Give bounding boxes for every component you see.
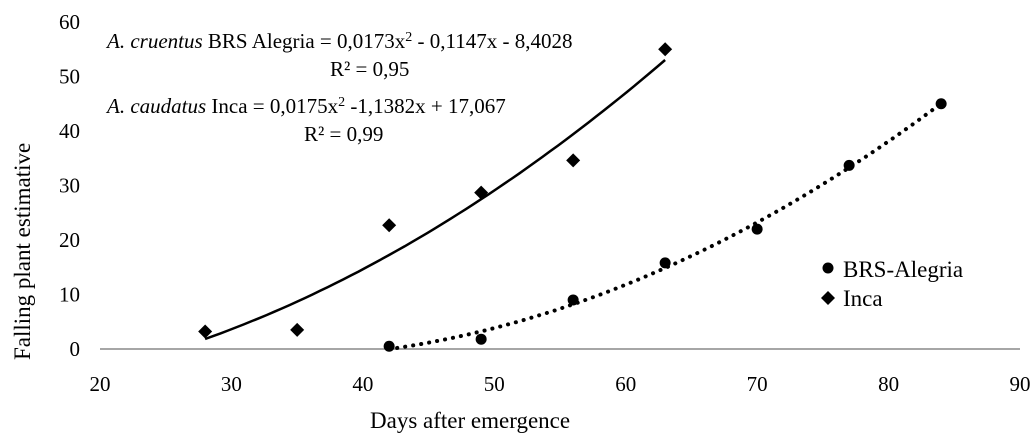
data-point-brs-alegria	[475, 333, 487, 345]
equation-species-caudatus: A. caudatus	[105, 94, 206, 118]
data-point-inca	[198, 324, 213, 339]
r-squared-inca: R² = 0,99	[304, 122, 383, 146]
y-tick-label: 60	[59, 10, 80, 34]
y-axis-label: Falling plant estimative	[10, 143, 35, 360]
x-tick-label: 30	[221, 372, 242, 396]
legend-marker-diamond	[821, 291, 835, 305]
r-squared-alegria: R² = 0,95	[330, 57, 409, 81]
data-point-brs-alegria	[751, 223, 763, 235]
y-tick-label: 40	[59, 119, 80, 143]
equation-text-inca-b: -1,1382x + 17,067	[345, 94, 506, 118]
data-point-brs-alegria	[659, 257, 671, 269]
plot-area: 20 30 40 50 60 70 80 90 0 10 20 30 40 50 60	[59, 10, 1030, 396]
x-tick-label: 70	[747, 372, 768, 396]
legend-label-inca: Inca	[843, 286, 883, 311]
data-point-brs-alegria	[383, 340, 395, 352]
data-markers	[198, 42, 947, 352]
x-tick-label: 40	[352, 372, 373, 396]
y-tick-label: 50	[59, 65, 80, 89]
x-tick-label: 60	[615, 372, 636, 396]
equation-text-inca: Inca = 0,0175x	[206, 94, 338, 118]
y-tick-label: 10	[59, 283, 80, 307]
x-tick-labels: 20 30 40 50 60 70 80 90	[90, 372, 1030, 396]
data-point-inca	[382, 218, 397, 233]
data-point-inca	[658, 42, 673, 57]
svg-text:A. cruentus BRS Alegria = 0,01: A. cruentus BRS Alegria = 0,0173x2 - 0,1…	[105, 29, 572, 53]
y-tick-label: 30	[59, 174, 80, 198]
trendline-inca	[204, 59, 666, 341]
x-axis-label: Days after emergence	[370, 408, 570, 433]
x-tick-label: 50	[484, 372, 505, 396]
equation-text-alegria: BRS Alegria = 0,0173x	[203, 29, 406, 53]
y-tick-label: 0	[70, 337, 81, 361]
trendline-equation-inca: A. caudatus Inca = 0,0175x2 -1,1382x + 1…	[105, 94, 506, 146]
equation-species-cruentus: A. cruentus	[105, 29, 203, 53]
y-tick-labels: 0 10 20 30 40 50 60	[59, 10, 80, 361]
x-tick-label: 80	[878, 372, 899, 396]
data-point-inca	[290, 322, 305, 337]
trendline-equation-alegria: A. cruentus BRS Alegria = 0,0173x2 - 0,1…	[105, 29, 572, 81]
data-point-brs-alegria	[935, 98, 947, 110]
equation-exponent-inca: 2	[338, 95, 345, 110]
trendlines	[204, 59, 944, 351]
y-tick-label: 20	[59, 228, 80, 252]
legend-label-brs-alegria: BRS-Alegria	[843, 257, 963, 282]
x-tick-label: 20	[90, 372, 111, 396]
trendline-brs-alegria	[387, 101, 944, 351]
legend: BRS-Alegria Inca	[821, 257, 963, 311]
equation-exponent-alegria: 2	[405, 30, 412, 45]
data-point-brs-alegria	[843, 159, 855, 171]
equation-text-alegria-b: - 0,1147x - 8,4028	[412, 29, 572, 53]
legend-marker-circle	[822, 262, 834, 274]
x-tick-label: 90	[1010, 372, 1030, 396]
data-point-inca	[566, 153, 581, 168]
svg-text:A. caudatus Inca = 0,0175x2 -: A. caudatus Inca = 0,0175x2 -1,1382x + 1…	[105, 94, 506, 118]
data-point-brs-alegria	[567, 294, 579, 306]
data-point-inca	[474, 185, 489, 200]
